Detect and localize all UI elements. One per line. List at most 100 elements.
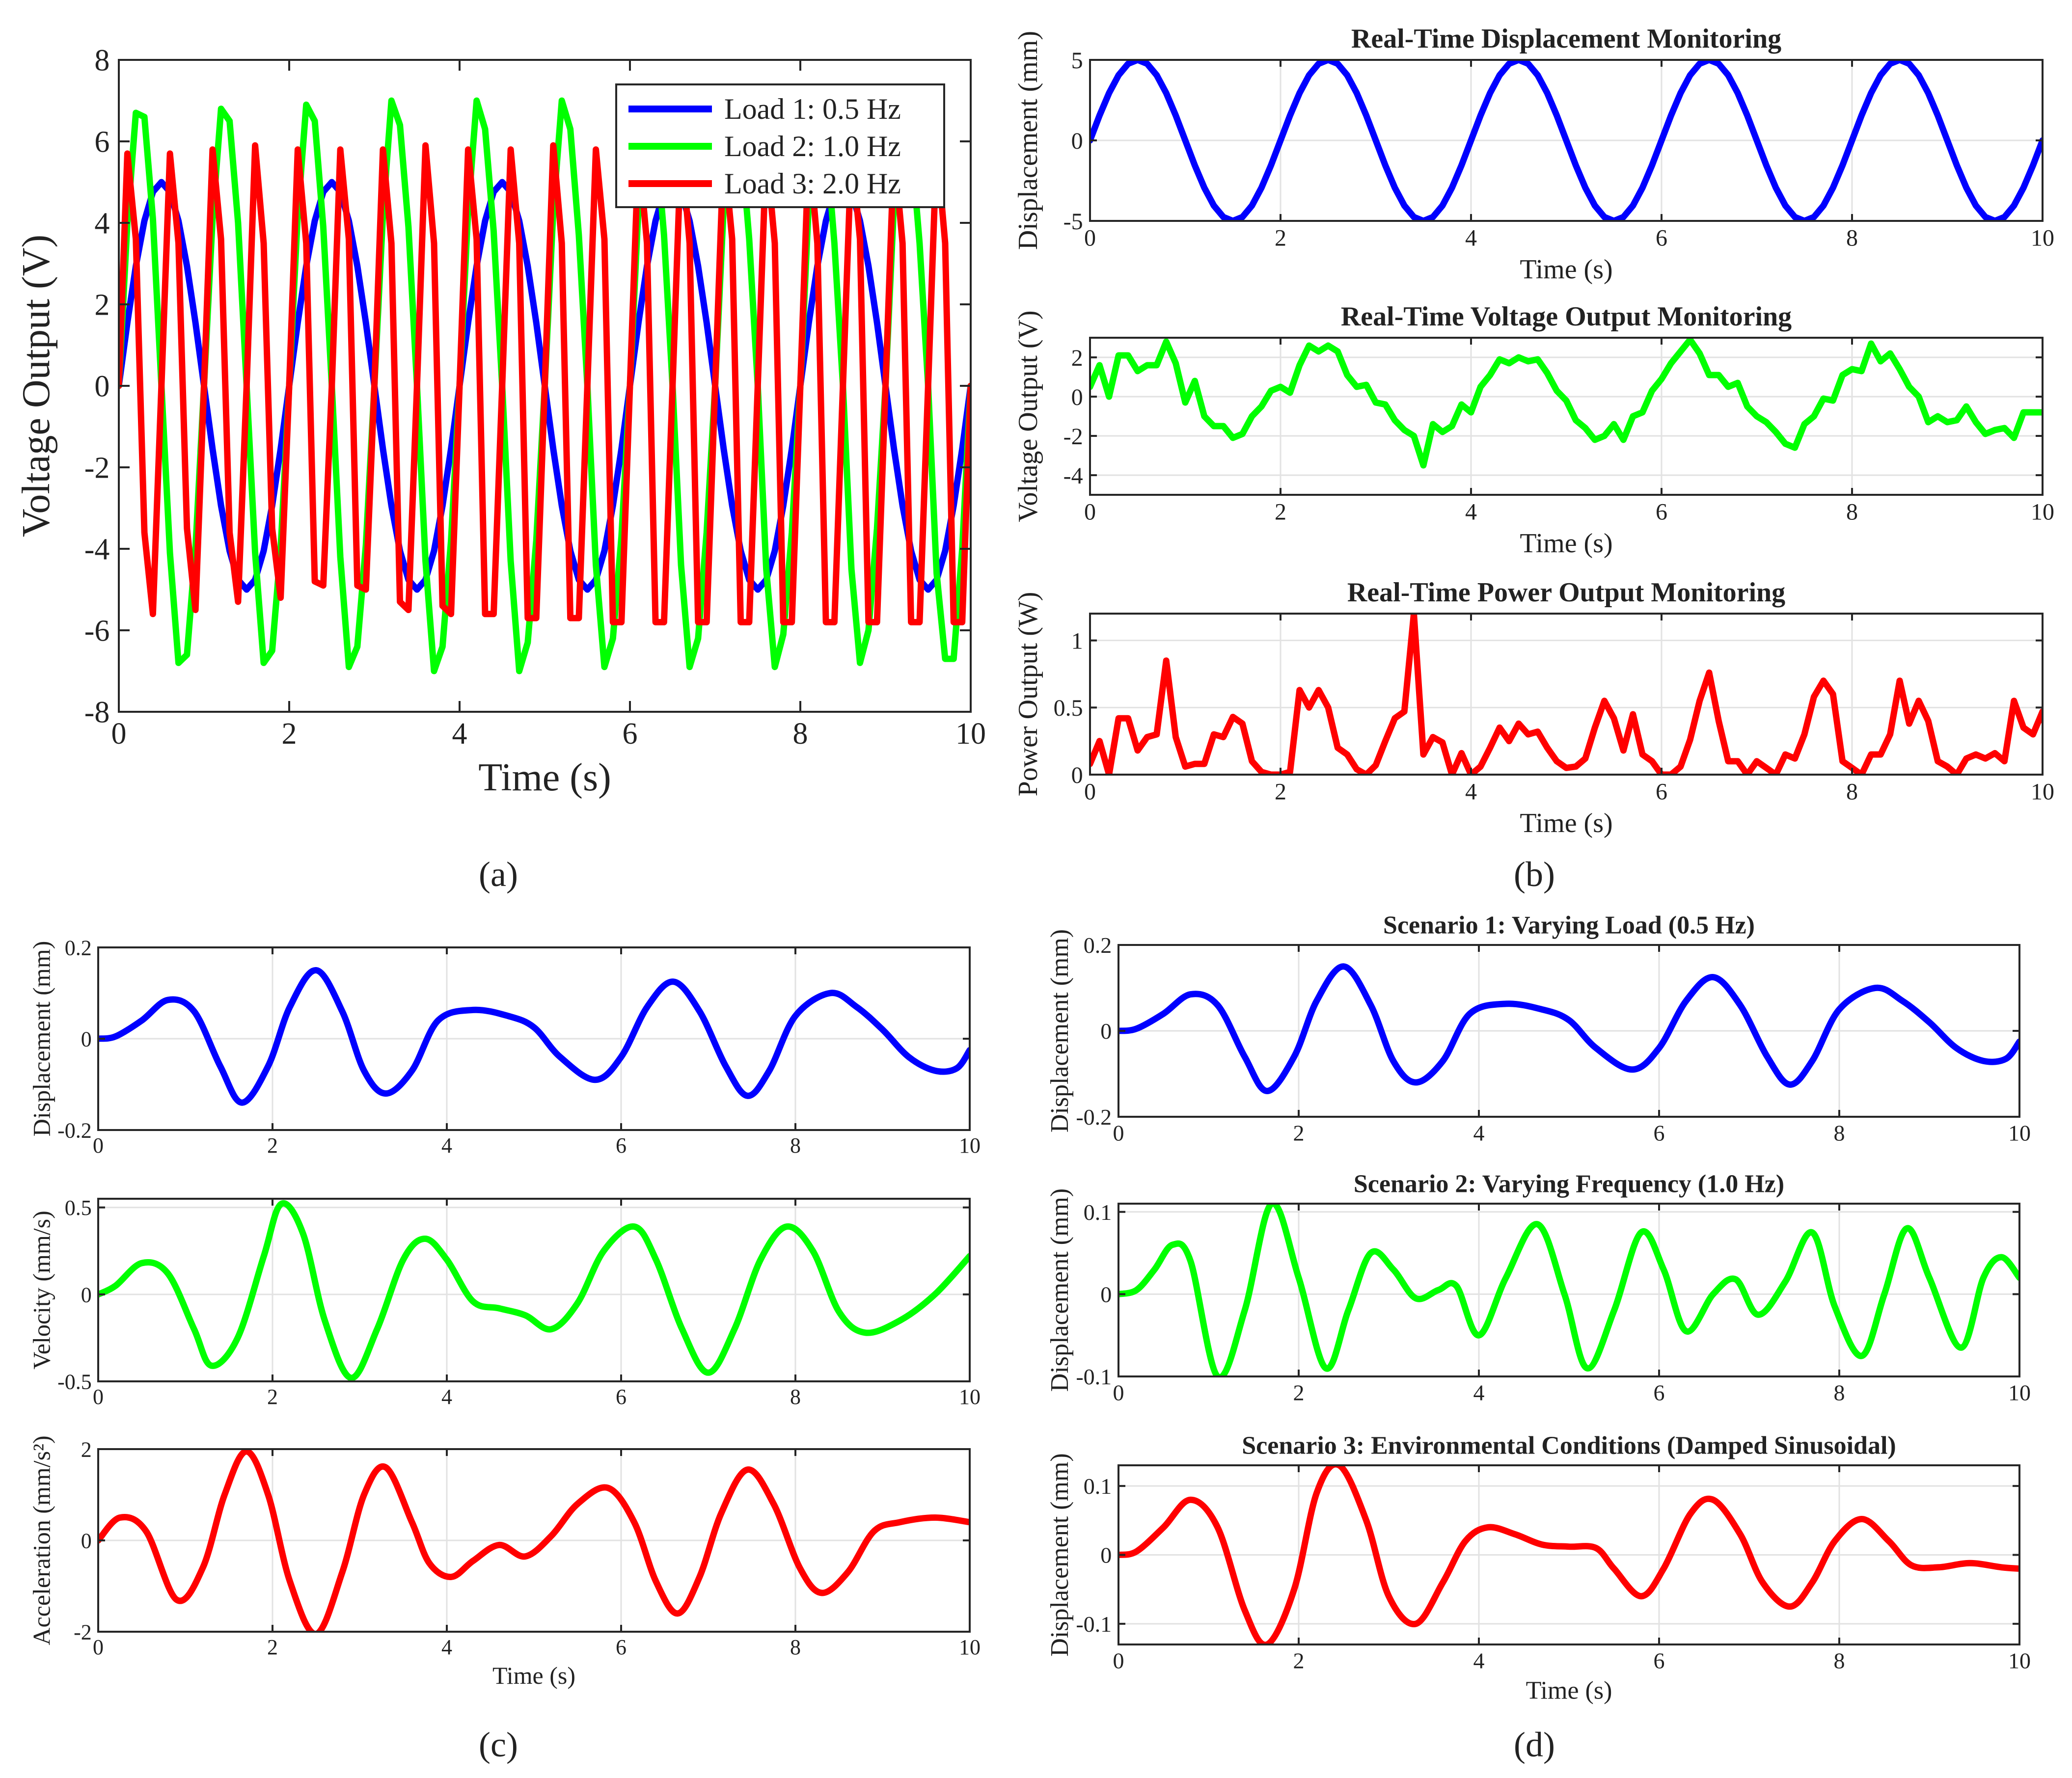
x-axis-label-a: Time (s) bbox=[478, 756, 611, 799]
y-tick-label-a-3: -2 bbox=[84, 452, 110, 485]
legend-label-a-0: Load 1: 0.5 Hz bbox=[724, 93, 901, 125]
y-tick-label-c3-1: 0 bbox=[81, 1529, 92, 1553]
x-tick-label-b2-2: 4 bbox=[1465, 499, 1477, 525]
x-tick-label-a-4: 8 bbox=[793, 717, 808, 751]
x-tick-label-d3-2: 4 bbox=[1473, 1648, 1485, 1673]
x-tick-label-b1-2: 4 bbox=[1465, 225, 1477, 251]
y-tick-label-b1-1: 0 bbox=[1071, 128, 1083, 154]
series-group-b2 bbox=[1090, 338, 2043, 469]
y-tick-label-c1-0: -0.2 bbox=[57, 1118, 92, 1142]
x-tick-label-c2-1: 2 bbox=[267, 1385, 278, 1409]
x-axis-label-b2: Time (s) bbox=[1520, 528, 1612, 559]
x-tick-label-d3-1: 2 bbox=[1293, 1648, 1305, 1673]
y-axis-label-b1: Displacement (mm) bbox=[1013, 31, 1043, 250]
x-tick-label-c2-0: 0 bbox=[93, 1385, 104, 1409]
x-tick-label-b3-1: 2 bbox=[1275, 779, 1286, 805]
y-tick-label-b2-1: -2 bbox=[1063, 424, 1083, 450]
x-tick-label-c3-1: 2 bbox=[267, 1635, 278, 1659]
y-tick-label-c1-1: 0 bbox=[81, 1027, 92, 1051]
series-group-c3 bbox=[98, 1449, 970, 1632]
x-tick-label-b2-3: 6 bbox=[1656, 499, 1667, 525]
chart-title-b3: Real-Time Power Output Monitoring bbox=[1347, 577, 1785, 608]
x-tick-label-d2-1: 2 bbox=[1293, 1380, 1305, 1405]
x-tick-label-b1-0: 0 bbox=[1084, 225, 1096, 251]
y-tick-label-b1-0: -5 bbox=[1063, 209, 1083, 235]
y-axis-label-b2: Voltage Output (V) bbox=[1013, 310, 1043, 522]
x-axis-label-d3: Time (s) bbox=[1526, 1676, 1612, 1704]
y-tick-label-c2-1: 0 bbox=[81, 1283, 92, 1307]
x-tick-label-d3-5: 10 bbox=[2008, 1648, 2031, 1673]
y-tick-label-a-1: -6 bbox=[84, 615, 110, 648]
plot-area-c2 bbox=[98, 1199, 970, 1381]
x-tick-label-a-0: 0 bbox=[111, 717, 127, 751]
series-line-c2-0 bbox=[98, 1200, 970, 1381]
x-tick-label-b2-4: 8 bbox=[1846, 499, 1858, 525]
y-tick-label-b2-0: -4 bbox=[1063, 463, 1083, 489]
y-tick-label-b1-2: 5 bbox=[1071, 48, 1083, 74]
x-tick-label-d1-1: 2 bbox=[1293, 1120, 1305, 1145]
x-tick-label-d2-3: 6 bbox=[1654, 1380, 1665, 1405]
series-line-b1-0 bbox=[1090, 60, 2043, 221]
x-tick-label-d3-0: 0 bbox=[1113, 1648, 1124, 1673]
x-tick-label-b3-0: 0 bbox=[1084, 779, 1096, 805]
panel-label-a: (a) bbox=[479, 855, 518, 894]
y-axis-label-d1: Displacement (mm) bbox=[1046, 929, 1074, 1132]
x-tick-label-c2-5: 10 bbox=[959, 1385, 981, 1409]
y-tick-label-a-8: 8 bbox=[94, 44, 109, 78]
y-axis-label-b3: Power Output (W) bbox=[1013, 592, 1043, 797]
x-tick-label-c3-0: 0 bbox=[93, 1635, 104, 1659]
axes-box-d2 bbox=[1118, 1203, 2020, 1377]
y-tick-label-b3-1: 0.5 bbox=[1054, 695, 1083, 721]
series-group-d2 bbox=[1118, 1204, 2019, 1376]
y-tick-label-a-2: -4 bbox=[84, 533, 110, 566]
x-tick-label-a-5: 10 bbox=[955, 717, 986, 751]
y-tick-label-c3-2: 2 bbox=[81, 1437, 92, 1461]
legend-label-a-1: Load 2: 1.0 Hz bbox=[724, 130, 901, 162]
y-tick-label-b3-2: 1 bbox=[1071, 628, 1083, 654]
y-axis-label-c1: Displacement (mm) bbox=[27, 941, 55, 1137]
y-tick-label-a-0: -8 bbox=[84, 696, 110, 729]
series-group-d1 bbox=[1118, 963, 2019, 1094]
x-tick-label-c1-3: 6 bbox=[616, 1133, 627, 1158]
x-tick-label-c3-3: 6 bbox=[616, 1635, 627, 1659]
x-axis-label-b1: Time (s) bbox=[1520, 254, 1612, 285]
x-tick-label-b3-2: 4 bbox=[1465, 779, 1477, 805]
y-tick-label-c1-2: 0.2 bbox=[65, 936, 92, 960]
legend-label-a-2: Load 3: 2.0 Hz bbox=[724, 167, 901, 200]
x-tick-label-c1-2: 4 bbox=[441, 1133, 452, 1158]
x-tick-label-c3-4: 8 bbox=[790, 1635, 801, 1659]
x-tick-label-c1-5: 10 bbox=[959, 1133, 981, 1158]
chart-title-d2: Scenario 2: Varying Frequency (1.0 Hz) bbox=[1354, 1170, 1784, 1198]
panel-label-d: (d) bbox=[1514, 1725, 1555, 1764]
y-axis-label-a: Voltage Output (V) bbox=[15, 235, 58, 537]
x-tick-label-b2-0: 0 bbox=[1084, 499, 1096, 525]
series-group-c1 bbox=[98, 967, 970, 1106]
x-tick-label-d1-5: 10 bbox=[2008, 1120, 2031, 1145]
x-tick-label-d1-0: 0 bbox=[1113, 1120, 1124, 1145]
x-tick-label-b2-1: 2 bbox=[1275, 499, 1286, 525]
y-tick-label-d2-0: -0.1 bbox=[1076, 1364, 1112, 1389]
series-line-a-2 bbox=[119, 142, 971, 625]
series-line-d1-0 bbox=[1118, 963, 2019, 1094]
series-group-b1 bbox=[1090, 60, 2043, 221]
x-tick-label-d2-2: 4 bbox=[1473, 1380, 1485, 1405]
legend-a: Load 1: 0.5 Hz Load 2: 1.0 Hz Load 3: 2.0 … bbox=[615, 83, 945, 208]
y-tick-label-b2-2: 0 bbox=[1071, 384, 1083, 410]
y-tick-label-d2-2: 0.1 bbox=[1084, 1200, 1112, 1225]
series-group-b3 bbox=[1090, 614, 2043, 775]
y-tick-label-d1-2: 0.2 bbox=[1084, 933, 1112, 958]
chart-title-b1: Real-Time Displacement Monitoring bbox=[1351, 24, 1781, 54]
y-tick-label-c2-0: -0.5 bbox=[57, 1370, 92, 1394]
axes-box-b3 bbox=[1089, 613, 2044, 776]
x-tick-label-a-3: 6 bbox=[623, 717, 638, 751]
y-tick-label-a-5: 2 bbox=[94, 289, 109, 322]
x-axis-label-b3: Time (s) bbox=[1520, 808, 1612, 838]
series-line-b3-0 bbox=[1090, 614, 2043, 775]
